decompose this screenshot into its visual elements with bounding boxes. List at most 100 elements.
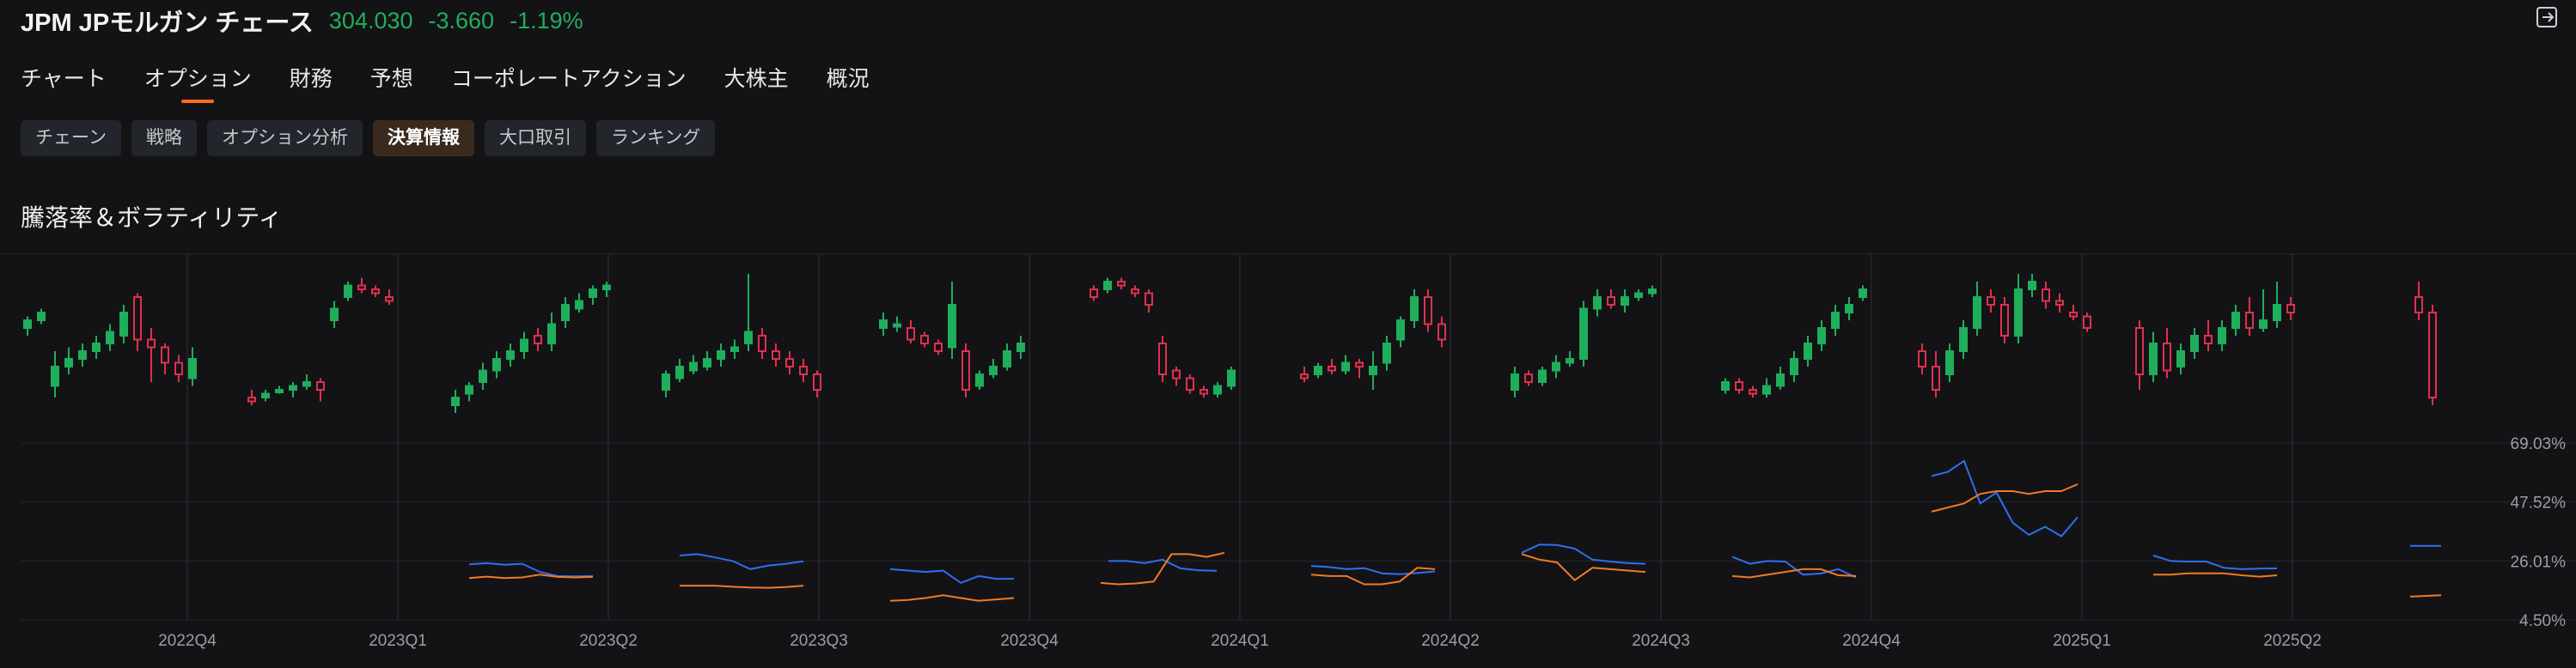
tab-major-shareholders[interactable]: 大株主 — [723, 67, 789, 91]
candle — [1341, 355, 1350, 374]
candle — [589, 285, 597, 305]
candle — [344, 282, 352, 301]
candle — [188, 347, 197, 386]
candle — [1538, 367, 1547, 386]
candle — [1511, 367, 1519, 398]
candle — [1845, 297, 1853, 320]
candle — [147, 328, 156, 382]
candle — [492, 351, 501, 379]
subtab-earnings[interactable]: 決算情報 — [372, 120, 474, 156]
candle — [1804, 336, 1812, 367]
candle — [1831, 305, 1840, 336]
candle — [1438, 316, 1446, 348]
candle — [989, 359, 998, 379]
candle — [934, 339, 943, 355]
subtab-chain[interactable]: チェーン — [21, 120, 121, 156]
candle — [1003, 343, 1011, 371]
candle — [92, 336, 101, 359]
subtab-strategy[interactable]: 戦略 — [131, 120, 197, 156]
candle — [2428, 305, 2437, 405]
candle — [1103, 277, 1112, 294]
candle — [772, 343, 780, 367]
candle — [2163, 328, 2171, 379]
series-line-orange — [468, 574, 594, 580]
candle — [1607, 289, 1615, 309]
tab-forecast[interactable]: 予想 — [369, 67, 413, 91]
candle — [2000, 297, 2009, 343]
exit-icon[interactable] — [2535, 5, 2559, 29]
subtab-block-trades[interactable]: 大口取引 — [484, 120, 586, 156]
series-line-blue — [1931, 459, 2079, 537]
y-tick-label: 47.52% — [2511, 495, 2567, 513]
x-tick-label: 2024Q4 — [1842, 632, 1901, 650]
candle — [2286, 297, 2295, 320]
candle — [1355, 359, 1364, 379]
last-price: 304.030 — [328, 7, 413, 33]
candle — [1932, 351, 1940, 398]
candle — [1090, 285, 1098, 301]
x-tick-label: 2023Q3 — [790, 632, 848, 650]
subtab-ranking[interactable]: ランキング — [595, 120, 716, 156]
candle — [465, 382, 473, 402]
tab-options[interactable]: オプション — [144, 62, 252, 106]
x-tick-label: 2023Q4 — [1000, 632, 1059, 650]
x-tick-label: 2024Q3 — [1632, 632, 1690, 650]
tab-chart[interactable]: チャート — [21, 67, 107, 91]
tab-corporate-actions[interactable]: コーポレートアクション — [450, 67, 687, 91]
ticker-title: JPM JPモルガン チェース — [21, 9, 314, 37]
candle — [1959, 320, 1968, 359]
candle — [1790, 351, 1798, 382]
candle — [2414, 282, 2423, 320]
candle — [289, 382, 297, 398]
candle — [534, 328, 542, 351]
candle — [1016, 336, 1025, 359]
price-change-percent: -1.19% — [510, 7, 583, 33]
tab-overview[interactable]: 概況 — [826, 67, 870, 91]
candle — [602, 282, 611, 297]
volatility-chart: 69.03% 47.52% 26.01% 4.50% 2022Q4 2023Q1 2023… — [0, 253, 2576, 650]
ticker-header: JPM JPモルガン チェース 304.030 -3.660 -1.19% — [21, 3, 583, 38]
candle — [1634, 289, 1643, 301]
candle — [799, 359, 808, 382]
candle — [1424, 289, 1432, 332]
x-tick-label: 2024Q1 — [1211, 632, 1269, 650]
tab-financials[interactable]: 財務 — [289, 67, 333, 91]
candle — [2245, 297, 2254, 336]
series-line-blue — [1108, 558, 1218, 572]
series-line-orange — [680, 585, 804, 589]
candle — [1328, 359, 1336, 374]
candle — [51, 351, 59, 398]
series-line-orange — [1521, 553, 1646, 582]
series-line-orange — [2409, 594, 2442, 598]
candle — [247, 390, 256, 405]
candle — [703, 351, 711, 371]
candle — [717, 343, 725, 367]
candle — [261, 390, 270, 402]
candle — [675, 359, 684, 382]
candle — [1648, 285, 1657, 297]
candle — [1172, 367, 1181, 386]
x-tick-label: 2024Q2 — [1421, 632, 1480, 650]
candle — [575, 293, 583, 313]
candle — [1369, 351, 1377, 390]
candle — [1566, 351, 1574, 367]
candle — [1314, 362, 1322, 379]
candle — [730, 339, 739, 359]
candle — [520, 331, 528, 359]
x-tick-label: 2023Q2 — [579, 632, 638, 650]
candle — [1593, 289, 1602, 317]
candle — [906, 320, 915, 343]
candle — [133, 293, 142, 351]
candle — [689, 355, 698, 374]
candle — [479, 362, 487, 390]
candle — [64, 347, 73, 374]
candle — [1973, 282, 1981, 336]
candle — [1383, 336, 1391, 371]
subtab-option-analysis[interactable]: オプション分析 — [206, 120, 363, 156]
candle — [1300, 367, 1309, 382]
candle — [1524, 370, 1533, 386]
candle — [385, 289, 394, 305]
candle — [330, 301, 339, 328]
series-line-blue — [1310, 565, 1436, 575]
series-line-blue — [889, 568, 1014, 585]
